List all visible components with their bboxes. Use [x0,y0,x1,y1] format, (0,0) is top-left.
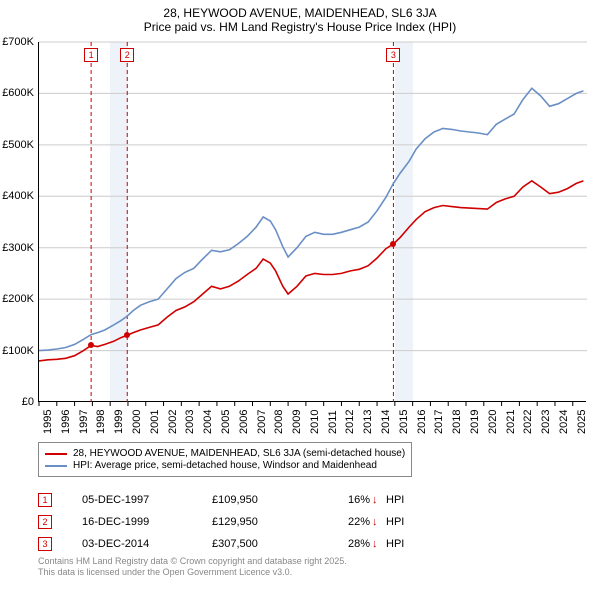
legend-row: HPI: Average price, semi-detached house,… [45,460,405,471]
x-tick-label: 2025 [576,410,588,434]
x-tick-label: 1996 [60,410,72,434]
x-tick-label: 2003 [184,410,196,434]
x-tick-label: 2016 [416,410,428,434]
y-tick-label: £600K [2,87,34,99]
tx-pct: 28% [332,538,372,550]
x-tick-label: 2022 [522,410,534,434]
x-tick-label: 1997 [78,410,90,434]
chart-svg [39,42,587,402]
plot-region: 1 2 3 [38,42,586,402]
down-arrow-icon: ↓ [372,538,386,550]
y-tick-label: £400K [2,190,34,202]
footer-line: Contains HM Land Registry data © Crown c… [38,556,347,567]
sale-marker-box: 1 [84,48,98,62]
tx-pct: 22% [332,516,372,528]
tx-date: 05-DEC-1997 [82,494,212,506]
tx-date: 16-DEC-1999 [82,516,212,528]
y-tick-label: £0 [22,396,34,408]
transaction-row: 1 05-DEC-1997£109,95016%↓HPI [38,490,404,510]
x-tick-label: 2011 [327,410,339,434]
tx-price: £109,950 [212,494,332,506]
y-tick-label: £300K [2,242,34,254]
transaction-table: 105-DEC-1997£109,95016%↓HPI216-DEC-1999£… [38,488,404,556]
legend-label: HPI: Average price, semi-detached house,… [73,460,377,471]
series-hpi [39,88,583,350]
tx-index-box: 2 [38,515,52,529]
x-tick-label: 1999 [113,410,125,434]
x-tick-label: 2002 [167,410,179,434]
y-tick-label: £100K [2,345,34,357]
x-tick-label: 2019 [469,410,481,434]
y-tick-label: £700K [2,36,34,48]
tx-hpi-label: HPI [386,494,404,506]
sale-marker-box: 2 [120,48,134,62]
x-tick-label: 2015 [398,410,410,434]
x-tick-label: 2009 [291,410,303,434]
tx-hpi-label: HPI [386,516,404,528]
x-tick-label: 2013 [362,410,374,434]
legend-row: 28, HEYWOOD AVENUE, MAIDENHEAD, SL6 3JA … [45,448,405,459]
x-tick-label: 2004 [202,410,214,434]
footer-line: This data is licensed under the Open Gov… [38,567,347,578]
x-tick-label: 1995 [42,410,54,434]
x-tick-label: 2024 [558,410,570,434]
title-block: 28, HEYWOOD AVENUE, MAIDENHEAD, SL6 3JA … [0,0,600,36]
y-tick-label: £200K [2,293,34,305]
x-tick-label: 2017 [433,410,445,434]
chart-area: 123 £0£100K£200K£300K£400K£500K£600K£700… [38,42,586,402]
x-tick-label: 2023 [540,410,552,434]
sale-marker-box: 3 [386,48,400,62]
transaction-row: 2 16-DEC-1999£129,95022%↓HPI [38,512,404,532]
legend-label: 28, HEYWOOD AVENUE, MAIDENHEAD, SL6 3JA … [73,448,405,459]
down-arrow-icon: ↓ [372,494,386,506]
x-tick-label: 2020 [487,410,499,434]
x-tick-label: 2014 [380,410,392,434]
y-tick-label: £500K [2,139,34,151]
sale-point-marker [390,241,396,247]
x-tick-label: 2005 [220,410,232,434]
x-tick-label: 2012 [344,410,356,434]
tx-hpi-label: HPI [386,538,404,550]
tx-date: 03-DEC-2014 [82,538,212,550]
tx-index-box: 1 [38,493,52,507]
chart-container: 28, HEYWOOD AVENUE, MAIDENHEAD, SL6 3JA … [0,0,600,590]
x-tick-label: 2018 [451,410,463,434]
sale-point-marker [124,332,130,338]
x-tick-label: 2000 [131,410,143,434]
sale-point-marker [88,342,94,348]
x-tick-label: 2008 [273,410,285,434]
x-tick-label: 2010 [309,410,321,434]
x-tick-label: 2006 [238,410,250,434]
transaction-row: 3 03-DEC-2014£307,50028%↓HPI [38,534,404,554]
tx-pct: 16% [332,494,372,506]
down-arrow-icon: ↓ [372,516,386,528]
tx-price: £307,500 [212,538,332,550]
tx-index-box: 3 [38,537,52,551]
legend-swatch [45,465,67,467]
footer-attribution: Contains HM Land Registry data © Crown c… [38,556,347,579]
title-address: 28, HEYWOOD AVENUE, MAIDENHEAD, SL6 3JA [0,6,600,20]
legend-swatch [45,453,67,455]
title-subtitle: Price paid vs. HM Land Registry's House … [0,20,600,34]
legend: 28, HEYWOOD AVENUE, MAIDENHEAD, SL6 3JA … [38,442,412,477]
x-tick-label: 2001 [149,410,161,434]
tx-price: £129,950 [212,516,332,528]
x-tick-label: 2007 [256,410,268,434]
series-property [39,181,583,361]
x-tick-label: 1998 [95,410,107,434]
x-tick-label: 2021 [505,410,517,434]
